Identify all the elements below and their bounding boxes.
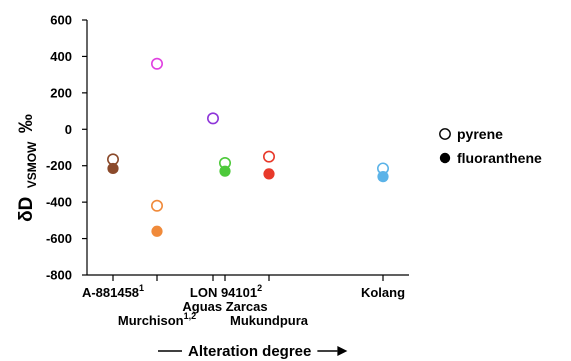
y-tick-label: 400 <box>50 49 72 64</box>
y-axis-title: δD VSMOW ‰ <box>16 114 40 222</box>
x-category-label: A-8814581 <box>82 283 144 300</box>
arrow-right-head <box>337 346 348 356</box>
y-tick-label: 0 <box>65 122 72 137</box>
point-pyrene-murchison <box>151 57 164 70</box>
x-category-name: Murchison <box>118 313 184 328</box>
point-fluoranthene-a-881458 <box>107 162 119 175</box>
svg-text:δD VSMOW ‰: δD VSMOW ‰ <box>16 114 40 222</box>
point-fluoranthene-murchison <box>151 225 163 237</box>
x-category-label: Aguas Zarcas <box>182 299 267 314</box>
y-axis-title-unit: ‰ <box>16 114 37 133</box>
x-category-name: LON 94101 <box>190 285 257 300</box>
legend-label-fluoranthene: fluoranthene <box>457 150 542 166</box>
point-pyrene-lon-94101 <box>207 112 220 125</box>
y-tick-label: -600 <box>46 231 72 246</box>
x-category-label: Mukundpura <box>230 313 309 328</box>
legend: pyrene fluoranthene <box>439 126 542 166</box>
x-category-name: A-881458 <box>82 285 139 300</box>
y-tick-label: -200 <box>46 158 72 173</box>
x-category-label: Murchison1,2 <box>118 311 196 328</box>
legend-marker-fluoranthene <box>439 152 451 164</box>
y-axis-title-main: δD <box>16 197 37 222</box>
y-axis-ticks: 600 400 200 0 -200 -400 -600 -800 <box>46 13 87 283</box>
y-tick-label: -800 <box>46 268 72 283</box>
x-category-name: Aguas Zarcas <box>182 299 267 314</box>
x-category-name: Mukundpura <box>230 313 309 328</box>
data-points <box>107 57 389 237</box>
point-fluoranthene-aguas-zarcas <box>219 165 231 177</box>
legend-label-pyrene: pyrene <box>457 126 503 142</box>
x-category-label: LON 941012 <box>190 283 262 300</box>
point-pyrene-mukundpura <box>262 150 275 163</box>
point-fluoranthene-mukundpura <box>263 168 275 180</box>
point-pyrene-murchison <box>151 199 164 212</box>
x-category-label: Kolang <box>361 285 405 300</box>
x-axis-title-text: Alteration degree <box>188 343 311 360</box>
x-category-superscript: 1,2 <box>184 311 197 321</box>
x-axis-ticks <box>112 275 384 281</box>
y-axis-title-sub: VSMOW <box>25 141 39 188</box>
point-fluoranthene-kolang <box>377 171 389 183</box>
x-category-name: Kolang <box>361 285 405 300</box>
x-category-superscript: 1 <box>139 283 144 293</box>
x-category-superscript: 2 <box>257 283 262 293</box>
x-axis-title: Alteration degree <box>158 343 348 360</box>
legend-marker-pyrene <box>439 128 451 140</box>
y-tick-label: 200 <box>50 85 72 100</box>
y-tick-label: -400 <box>46 195 72 210</box>
y-tick-label: 600 <box>50 13 72 28</box>
